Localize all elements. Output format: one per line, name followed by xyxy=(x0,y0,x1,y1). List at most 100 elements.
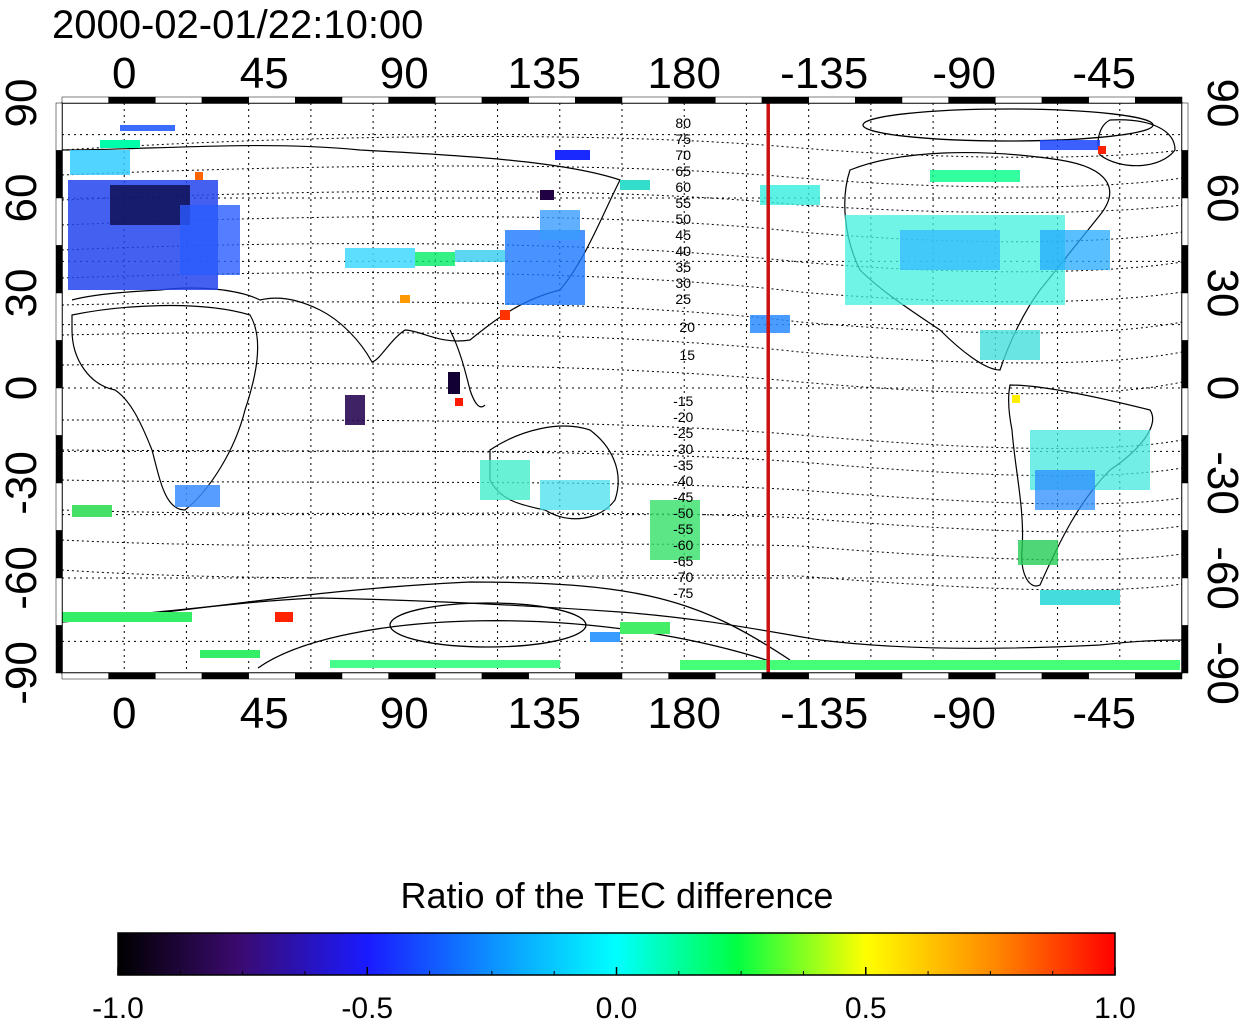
top-scale-segment xyxy=(995,96,1043,104)
contour-label: 35 xyxy=(675,259,691,275)
colorbar-tick-label: 0.5 xyxy=(845,992,887,1024)
colorbar: Ratio of the TEC difference -1.0 -0.5 0.0 0… xyxy=(92,875,1136,1024)
bottom-scale-segment xyxy=(1135,672,1183,680)
bottom-scale-segment xyxy=(295,672,343,680)
right-latitude-tick-label: -60 xyxy=(1198,546,1240,610)
bottom-longitude-tick-label: 135 xyxy=(508,689,581,738)
bottom-scale-segment xyxy=(761,672,809,680)
bottom-scale-segment xyxy=(435,672,483,680)
top-longitude-tick-label: 135 xyxy=(508,49,581,98)
top-scale-segment xyxy=(715,96,763,104)
left-scale-segment xyxy=(55,197,63,246)
contour-label: 60 xyxy=(675,179,691,195)
right-scale-segment xyxy=(1181,625,1189,674)
bottom-scale-segment xyxy=(388,672,436,680)
left-scale-segment xyxy=(55,435,63,484)
left-latitude-tick-label: -60 xyxy=(0,546,46,610)
axis-scale-bars xyxy=(55,96,1189,680)
left-scale-segment xyxy=(55,245,63,294)
right-scale-segment xyxy=(1181,150,1189,199)
colorbar-tick-label: -0.5 xyxy=(341,992,393,1024)
left-latitude-tick-label: -90 xyxy=(0,641,46,705)
contour-label: -70 xyxy=(673,569,693,585)
bottom-scale-segment xyxy=(621,672,669,680)
right-latitude-tick-label: 90 xyxy=(1198,79,1240,128)
bottom-scale-segment xyxy=(201,672,249,680)
left-scale-segment xyxy=(55,577,63,626)
axis-tick-labels: 0 45 90 135 180 -135 -90 -45 0 45 90 135 180 -135 -90 -… xyxy=(0,49,1240,738)
bottom-scale-segment xyxy=(1088,672,1136,680)
top-scale-segment xyxy=(61,96,109,104)
top-scale-segment xyxy=(295,96,343,104)
bottom-longitude-tick-label: -90 xyxy=(932,689,996,738)
contour-label: 75 xyxy=(675,131,691,147)
colorbar-ticks: -1.0 -0.5 0.0 0.5 1.0 xyxy=(92,967,1136,1024)
timestamp-title: 2000-02-01/22:10:00 xyxy=(52,3,423,47)
contour-label: 40 xyxy=(675,243,691,259)
top-longitude-tick-label: 45 xyxy=(240,49,289,98)
bottom-scale-segment xyxy=(855,672,903,680)
bottom-scale-segment xyxy=(108,672,156,680)
contour-label: 25 xyxy=(675,291,691,307)
right-scale-segment xyxy=(1181,102,1189,151)
contour-label: -60 xyxy=(673,537,693,553)
contour-label: 70 xyxy=(675,147,691,163)
bottom-scale-segment xyxy=(575,672,623,680)
contour-label: 65 xyxy=(675,163,691,179)
left-scale-segment xyxy=(55,625,63,674)
contour-label: -55 xyxy=(673,521,693,537)
contour-label: -50 xyxy=(673,505,693,521)
polar-contours xyxy=(62,108,1154,669)
left-scale-segment xyxy=(55,387,63,436)
top-longitude-tick-label: -135 xyxy=(780,49,868,98)
right-scale-segment xyxy=(1181,197,1189,246)
contour-label: -75 xyxy=(673,585,693,601)
contour-label: -15 xyxy=(673,393,693,409)
bottom-longitude-tick-label: -45 xyxy=(1072,689,1136,738)
bottom-longitude-tick-label: 90 xyxy=(380,689,429,738)
bottom-scale-segment xyxy=(248,672,296,680)
top-longitude-tick-label: 0 xyxy=(112,49,136,98)
left-scale-segment xyxy=(55,102,63,151)
bottom-scale-segment xyxy=(155,672,203,680)
left-scale-segment xyxy=(55,150,63,199)
top-scale-segment xyxy=(575,96,623,104)
right-scale-segment xyxy=(1181,577,1189,626)
bottom-scale-segment xyxy=(528,672,576,680)
left-latitude-tick-label: 0 xyxy=(0,376,46,400)
bottom-scale-segment xyxy=(715,672,763,680)
bottom-scale-segment xyxy=(1041,672,1089,680)
right-latitude-tick-label: 0 xyxy=(1198,376,1240,400)
bottom-longitude-tick-label: 180 xyxy=(648,689,721,738)
bottom-longitude-tick-label: 0 xyxy=(112,689,136,738)
top-longitude-tick-label: 180 xyxy=(648,49,721,98)
bottom-scale-segment xyxy=(61,672,109,680)
left-scale-segment xyxy=(55,340,63,389)
right-scale-segment xyxy=(1181,482,1189,531)
right-latitude-tick-label: -90 xyxy=(1198,641,1240,705)
top-scale-segment xyxy=(435,96,483,104)
left-latitude-tick-label: 90 xyxy=(0,79,46,128)
contour-label: -25 xyxy=(673,425,693,441)
colorbar-tick-label: -1.0 xyxy=(92,992,144,1024)
right-latitude-tick-label: 30 xyxy=(1198,269,1240,318)
contour-label: -65 xyxy=(673,553,693,569)
bottom-longitude-tick-label: 45 xyxy=(240,689,289,738)
contour-label: -40 xyxy=(673,473,693,489)
left-scale-segment xyxy=(55,530,63,579)
right-scale-segment xyxy=(1181,245,1189,294)
right-latitude-tick-label: -30 xyxy=(1198,451,1240,515)
contour-label: 15 xyxy=(679,347,695,363)
bottom-longitude-tick-label: -135 xyxy=(780,689,868,738)
colorbar-tick-label: 1.0 xyxy=(1094,992,1136,1024)
left-latitude-tick-label: 60 xyxy=(0,174,46,223)
top-longitude-tick-label: -90 xyxy=(932,49,996,98)
right-scale-segment xyxy=(1181,530,1189,579)
top-scale-segment xyxy=(155,96,203,104)
right-latitude-tick-label: 60 xyxy=(1198,174,1240,223)
contour-label: 80 xyxy=(675,115,691,131)
right-scale-segment xyxy=(1181,340,1189,389)
colorbar-title: Ratio of the TEC difference xyxy=(401,875,834,916)
